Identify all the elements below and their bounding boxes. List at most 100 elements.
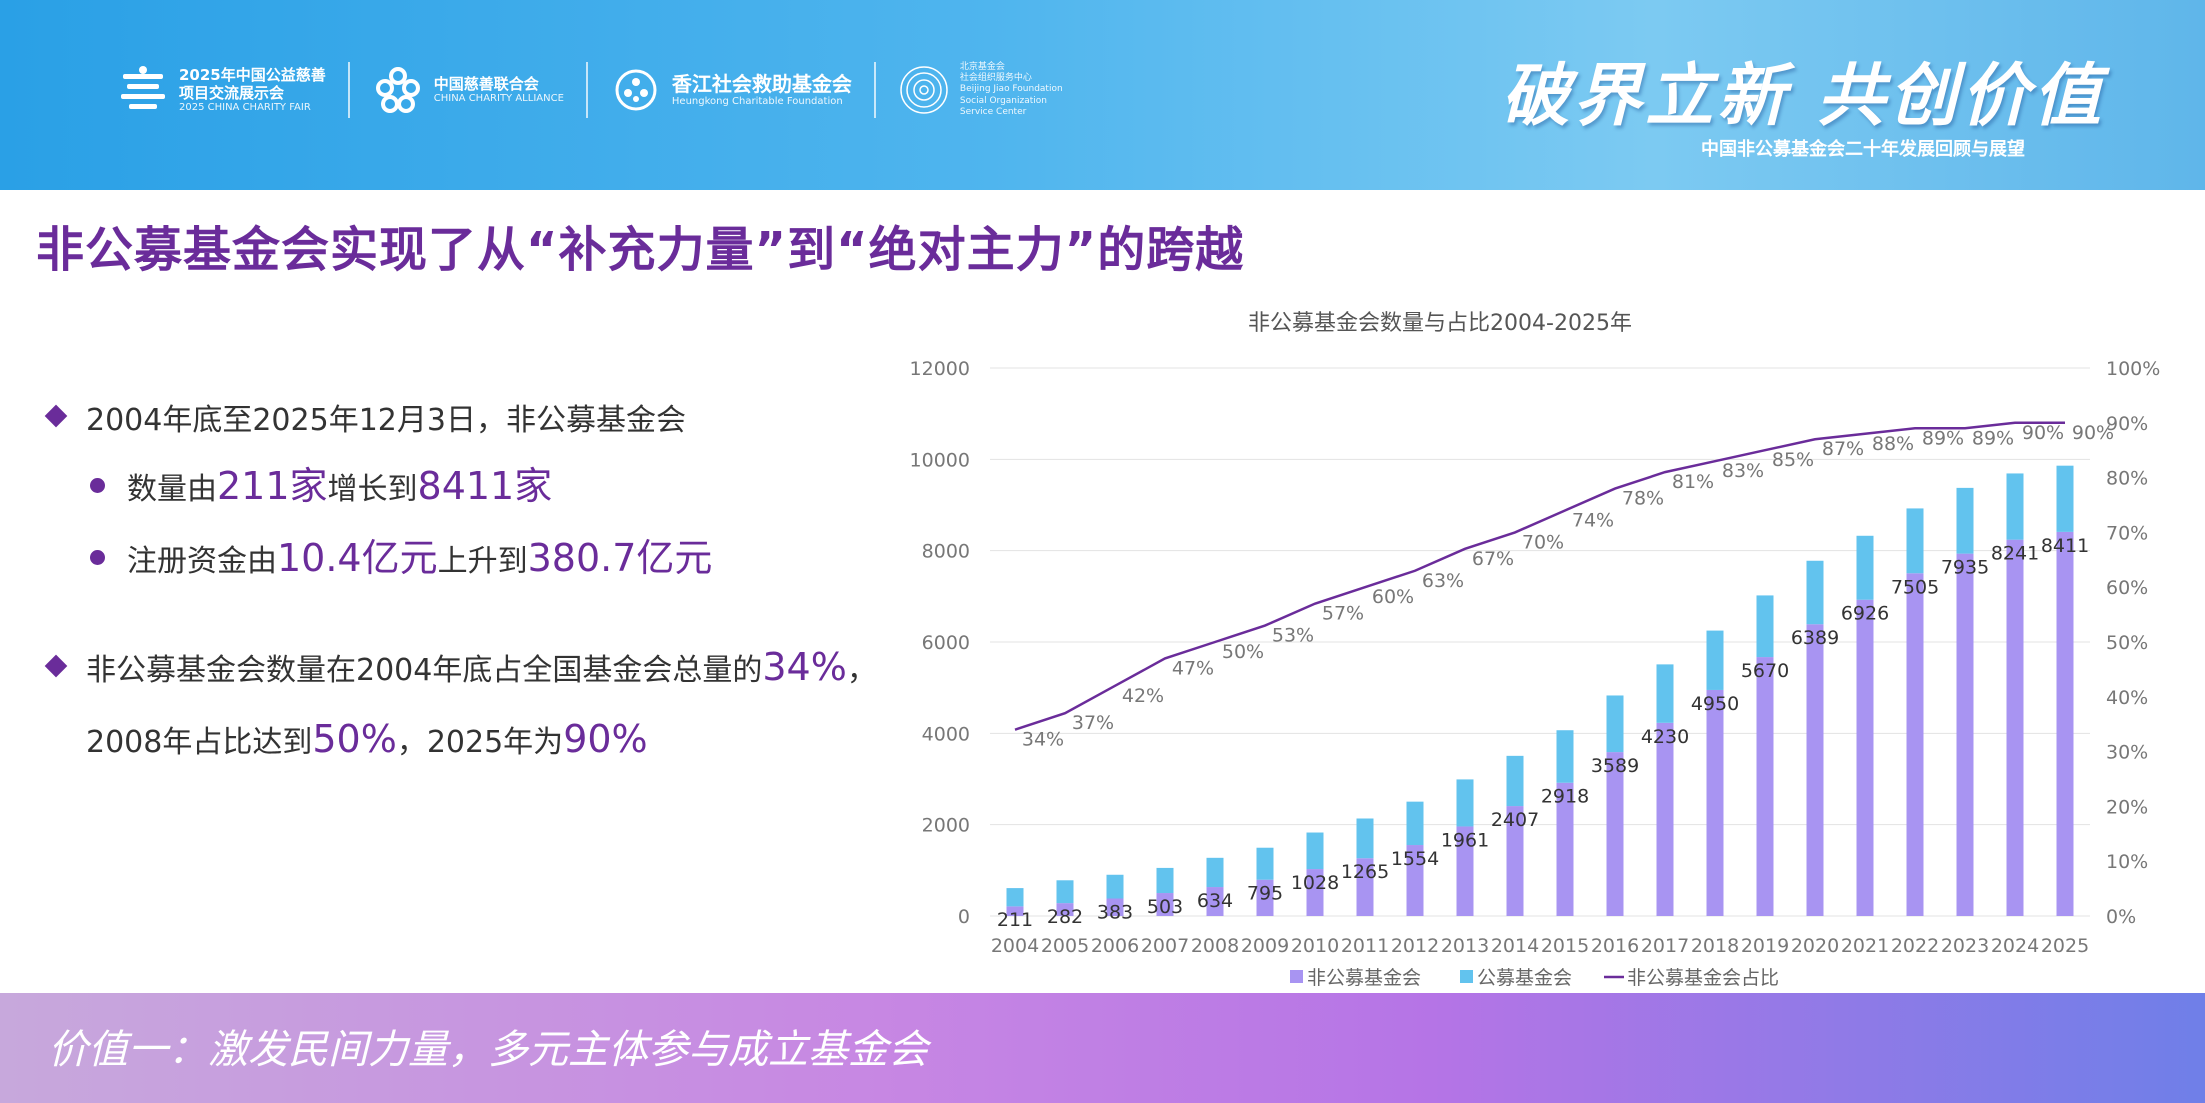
service-center-en-2: Social Organization: [959, 95, 1047, 106]
heungkong-name: 香江社会救助基金会: [671, 72, 852, 96]
y-left-tick-label: 10000: [910, 449, 970, 471]
bar-private: [1456, 826, 1474, 916]
bar-value-label: 1554: [1391, 848, 1439, 870]
bar-value-label: 1961: [1441, 829, 1489, 851]
bar-public: [1056, 880, 1074, 904]
sub-bullet-count: 数量由 211家 增长到 8411家: [48, 455, 898, 527]
x-tick-label: 2017: [1641, 935, 1689, 957]
slogan-block: 破界立新 共创价值 中国非公募基金会二十年发展回顾与展望: [1501, 40, 2105, 161]
line-value-label: 74%: [1572, 509, 1614, 531]
x-tick-label: 2019: [1741, 935, 1789, 957]
bar-value-label: 5670: [1741, 660, 1789, 682]
share-2008: 50%: [312, 717, 397, 761]
y-right-tick-label: 90%: [2106, 413, 2148, 435]
bar-value-label: 211: [997, 909, 1033, 931]
bar-value-label: 1265: [1341, 861, 1389, 883]
line-value-label: 70%: [1522, 531, 1564, 553]
charity-fair-name-2: 项目交流展示会: [179, 84, 285, 102]
count-mid: 增长到: [327, 472, 418, 507]
bullet-2: 非公募基金会数量在2004年底占全国基金会总量的 34% ，: [44, 645, 898, 717]
header-banner: 2025年中国公益慈善 项目交流展示会 2025 CHINA CHARITY F…: [0, 0, 2205, 190]
logo-row: 2025年中国公益慈善 项目交流展示会 2025 CHINA CHARITY F…: [95, 60, 1085, 120]
y-right-tick-label: 20%: [2106, 796, 2148, 818]
bar-public: [1806, 560, 1824, 625]
bar-private: [1506, 806, 1524, 916]
x-tick-label: 2009: [1241, 935, 1289, 957]
dot-bullet-icon: [90, 478, 105, 493]
y-right-tick-label: 0%: [2106, 906, 2136, 928]
share-2025: 90%: [563, 717, 648, 761]
bar-value-label: 7935: [1941, 557, 1989, 579]
y-left-tick-label: 8000: [922, 541, 970, 563]
service-center-icon: [898, 64, 950, 116]
beijing-service-center-logo: 北京基金会 社会组织服务中心 Beijing Jiao Foundation S…: [876, 60, 1085, 120]
line-value-label: 53%: [1272, 625, 1314, 647]
bar-public: [1506, 755, 1524, 807]
bar-public: [2056, 465, 2074, 532]
x-tick-label: 2016: [1591, 935, 1639, 957]
alliance-name: 中国慈善联合会: [433, 75, 539, 93]
x-tick-label: 2024: [1991, 935, 2039, 957]
charity-fair-en: 2025 CHINA CHARITY FAIR: [179, 102, 311, 113]
bar-public: [2006, 473, 2024, 540]
bar-private: [1906, 573, 1924, 916]
share-comma: ，: [846, 653, 877, 688]
diamond-bullet-icon: [44, 404, 68, 428]
bar-public: [1556, 730, 1574, 783]
line-value-label: 83%: [1722, 460, 1764, 482]
x-tick-label: 2007: [1141, 935, 1189, 957]
bar-public: [1206, 857, 1224, 888]
y-left-tick-label: 2000: [922, 815, 970, 837]
line-value-label: 57%: [1322, 603, 1364, 625]
bar-public: [1656, 664, 1674, 723]
x-tick-label: 2013: [1441, 935, 1489, 957]
capital-prefix: 注册资金由: [127, 544, 277, 579]
bullet-1-text: 2004年底至2025年12月3日，非公募基金会: [86, 403, 686, 438]
foundation-chart: 非公募基金会数量与占比2004-2025年 211 282 383 503 634 795…: [910, 311, 2161, 989]
x-tick-label: 2023: [1941, 935, 1989, 957]
capital-to: 380.7亿元: [527, 536, 713, 580]
line-value-label: 85%: [1772, 449, 1814, 471]
bar-value-label: 282: [1047, 906, 1083, 928]
charity-fair-logo: 2025年中国公益慈善 项目交流展示会 2025 CHINA CHARITY F…: [95, 60, 348, 120]
bullet-2-line-2: 2008年占比达到 50% ，2025年为 90%: [48, 717, 898, 777]
legend-label: 非公募基金会: [1307, 967, 1421, 989]
bar-public: [1006, 888, 1024, 907]
bar-value-label: 3589: [1591, 755, 1639, 777]
bar-value-label: 6389: [1791, 627, 1839, 649]
bar-public: [1606, 695, 1624, 753]
line-value-label: 47%: [1172, 657, 1214, 679]
bar-public: [1406, 801, 1424, 846]
bar-private: [1406, 845, 1424, 916]
slogan-title: 破界立新 共创价值: [1501, 56, 2105, 136]
bar-public: [1306, 832, 1324, 870]
bar-private: [1806, 624, 1824, 916]
x-tick-label: 2010: [1291, 935, 1339, 957]
bar-value-label: 383: [1097, 902, 1133, 924]
x-tick-label: 2015: [1541, 935, 1589, 957]
bar-private: [2056, 531, 2074, 916]
bar-private: [1256, 879, 1274, 916]
x-tick-label: 2018: [1691, 935, 1739, 957]
bar-value-label: 634: [1197, 890, 1233, 912]
y-left-tick-label: 4000: [922, 723, 970, 745]
share-2025-prefix: ，2025年为: [396, 725, 564, 760]
bar-private: [1306, 869, 1324, 916]
bar-value-label: 6926: [1841, 603, 1889, 625]
bar-private: [1556, 782, 1574, 916]
y-left-tick-label: 6000: [922, 632, 970, 654]
x-tick-label: 2005: [1041, 935, 1089, 957]
y-left-tick-label: 12000: [910, 358, 970, 380]
legend-swatch: [1460, 970, 1473, 983]
share-prefix: 非公募基金会数量在2004年底占全国基金会总量的: [86, 653, 763, 688]
bar-private: [1106, 898, 1124, 916]
china-charity-alliance-logo: 中国慈善联合会 CHINA CHARITY ALLIANCE: [350, 60, 586, 120]
charity-fair-icon: [117, 64, 169, 116]
footer-banner: 价值一：激发民间力量，多元主体参与成立基金会: [0, 993, 2205, 1103]
line-value-label: 63%: [1422, 570, 1464, 592]
y-right-tick-label: 10%: [2106, 851, 2148, 873]
bar-public: [1906, 508, 1924, 574]
bar-private: [1956, 553, 1974, 916]
x-tick-label: 2022: [1891, 935, 1939, 957]
bullet-1: 2004年底至2025年12月3日，非公募基金会: [44, 395, 898, 455]
